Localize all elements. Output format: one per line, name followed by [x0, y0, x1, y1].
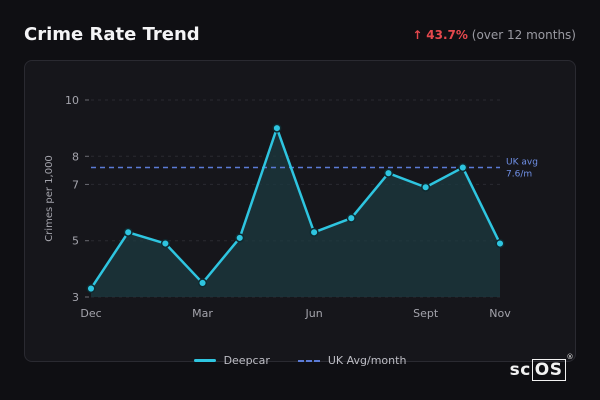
data-point [123, 227, 133, 237]
y-tick-label: 5 [72, 235, 79, 248]
brand-logo: sc OS® [509, 353, 574, 381]
x-tick-label: Dec [80, 307, 101, 320]
trend-change-note: (over 12 months) [471, 28, 576, 42]
data-point [309, 227, 319, 237]
average-annotation-value: 7.6/m [506, 170, 532, 180]
data-point [235, 233, 245, 243]
legend-series-label: Deepcar [223, 354, 270, 367]
x-tick-label: Jun [304, 307, 322, 320]
legend-average-label: UK Avg/month [327, 354, 407, 367]
data-point [421, 182, 431, 192]
legend-item-series[interactable]: Deepcar [193, 354, 270, 367]
series-line [89, 126, 502, 290]
series-area [91, 128, 500, 297]
x-tick-label: Sept [413, 307, 439, 320]
data-point [495, 238, 505, 249]
data-point [346, 213, 356, 223]
brand-boxed: OS [531, 359, 566, 381]
y-tick-label: 7 [72, 178, 79, 191]
data-point [458, 162, 468, 173]
data-point [160, 238, 170, 249]
trend-change-value: 43.7% [426, 28, 468, 42]
x-tick-label: Nov [489, 307, 511, 320]
legend-item-average[interactable]: UK Avg/month [297, 354, 407, 367]
trend-arrow-icon: ↑ [412, 28, 423, 42]
data-point [197, 278, 208, 288]
y-axis-label: Crimes per 1,000 [44, 155, 55, 242]
chart-title: Crime Rate Trend [24, 24, 200, 45]
y-tick-label: 10 [65, 94, 79, 107]
legend-series-swatch [193, 359, 216, 362]
brand-prefix: sc [509, 360, 531, 380]
data-point [272, 123, 282, 133]
y-tick-label: 3 [72, 291, 79, 304]
chart-legend: Deepcar UK Avg/month [0, 354, 600, 367]
y-tick-label: 8 [72, 150, 79, 163]
x-tick-label: Mar [192, 307, 213, 320]
average-annotation-label: UK avg [506, 158, 538, 168]
trend-summary: ↑ 43.7% (over 12 months) [412, 28, 576, 42]
data-point [383, 168, 394, 178]
data-point [86, 284, 96, 294]
brand-mark: ® [566, 353, 574, 362]
legend-average-swatch [297, 359, 320, 362]
